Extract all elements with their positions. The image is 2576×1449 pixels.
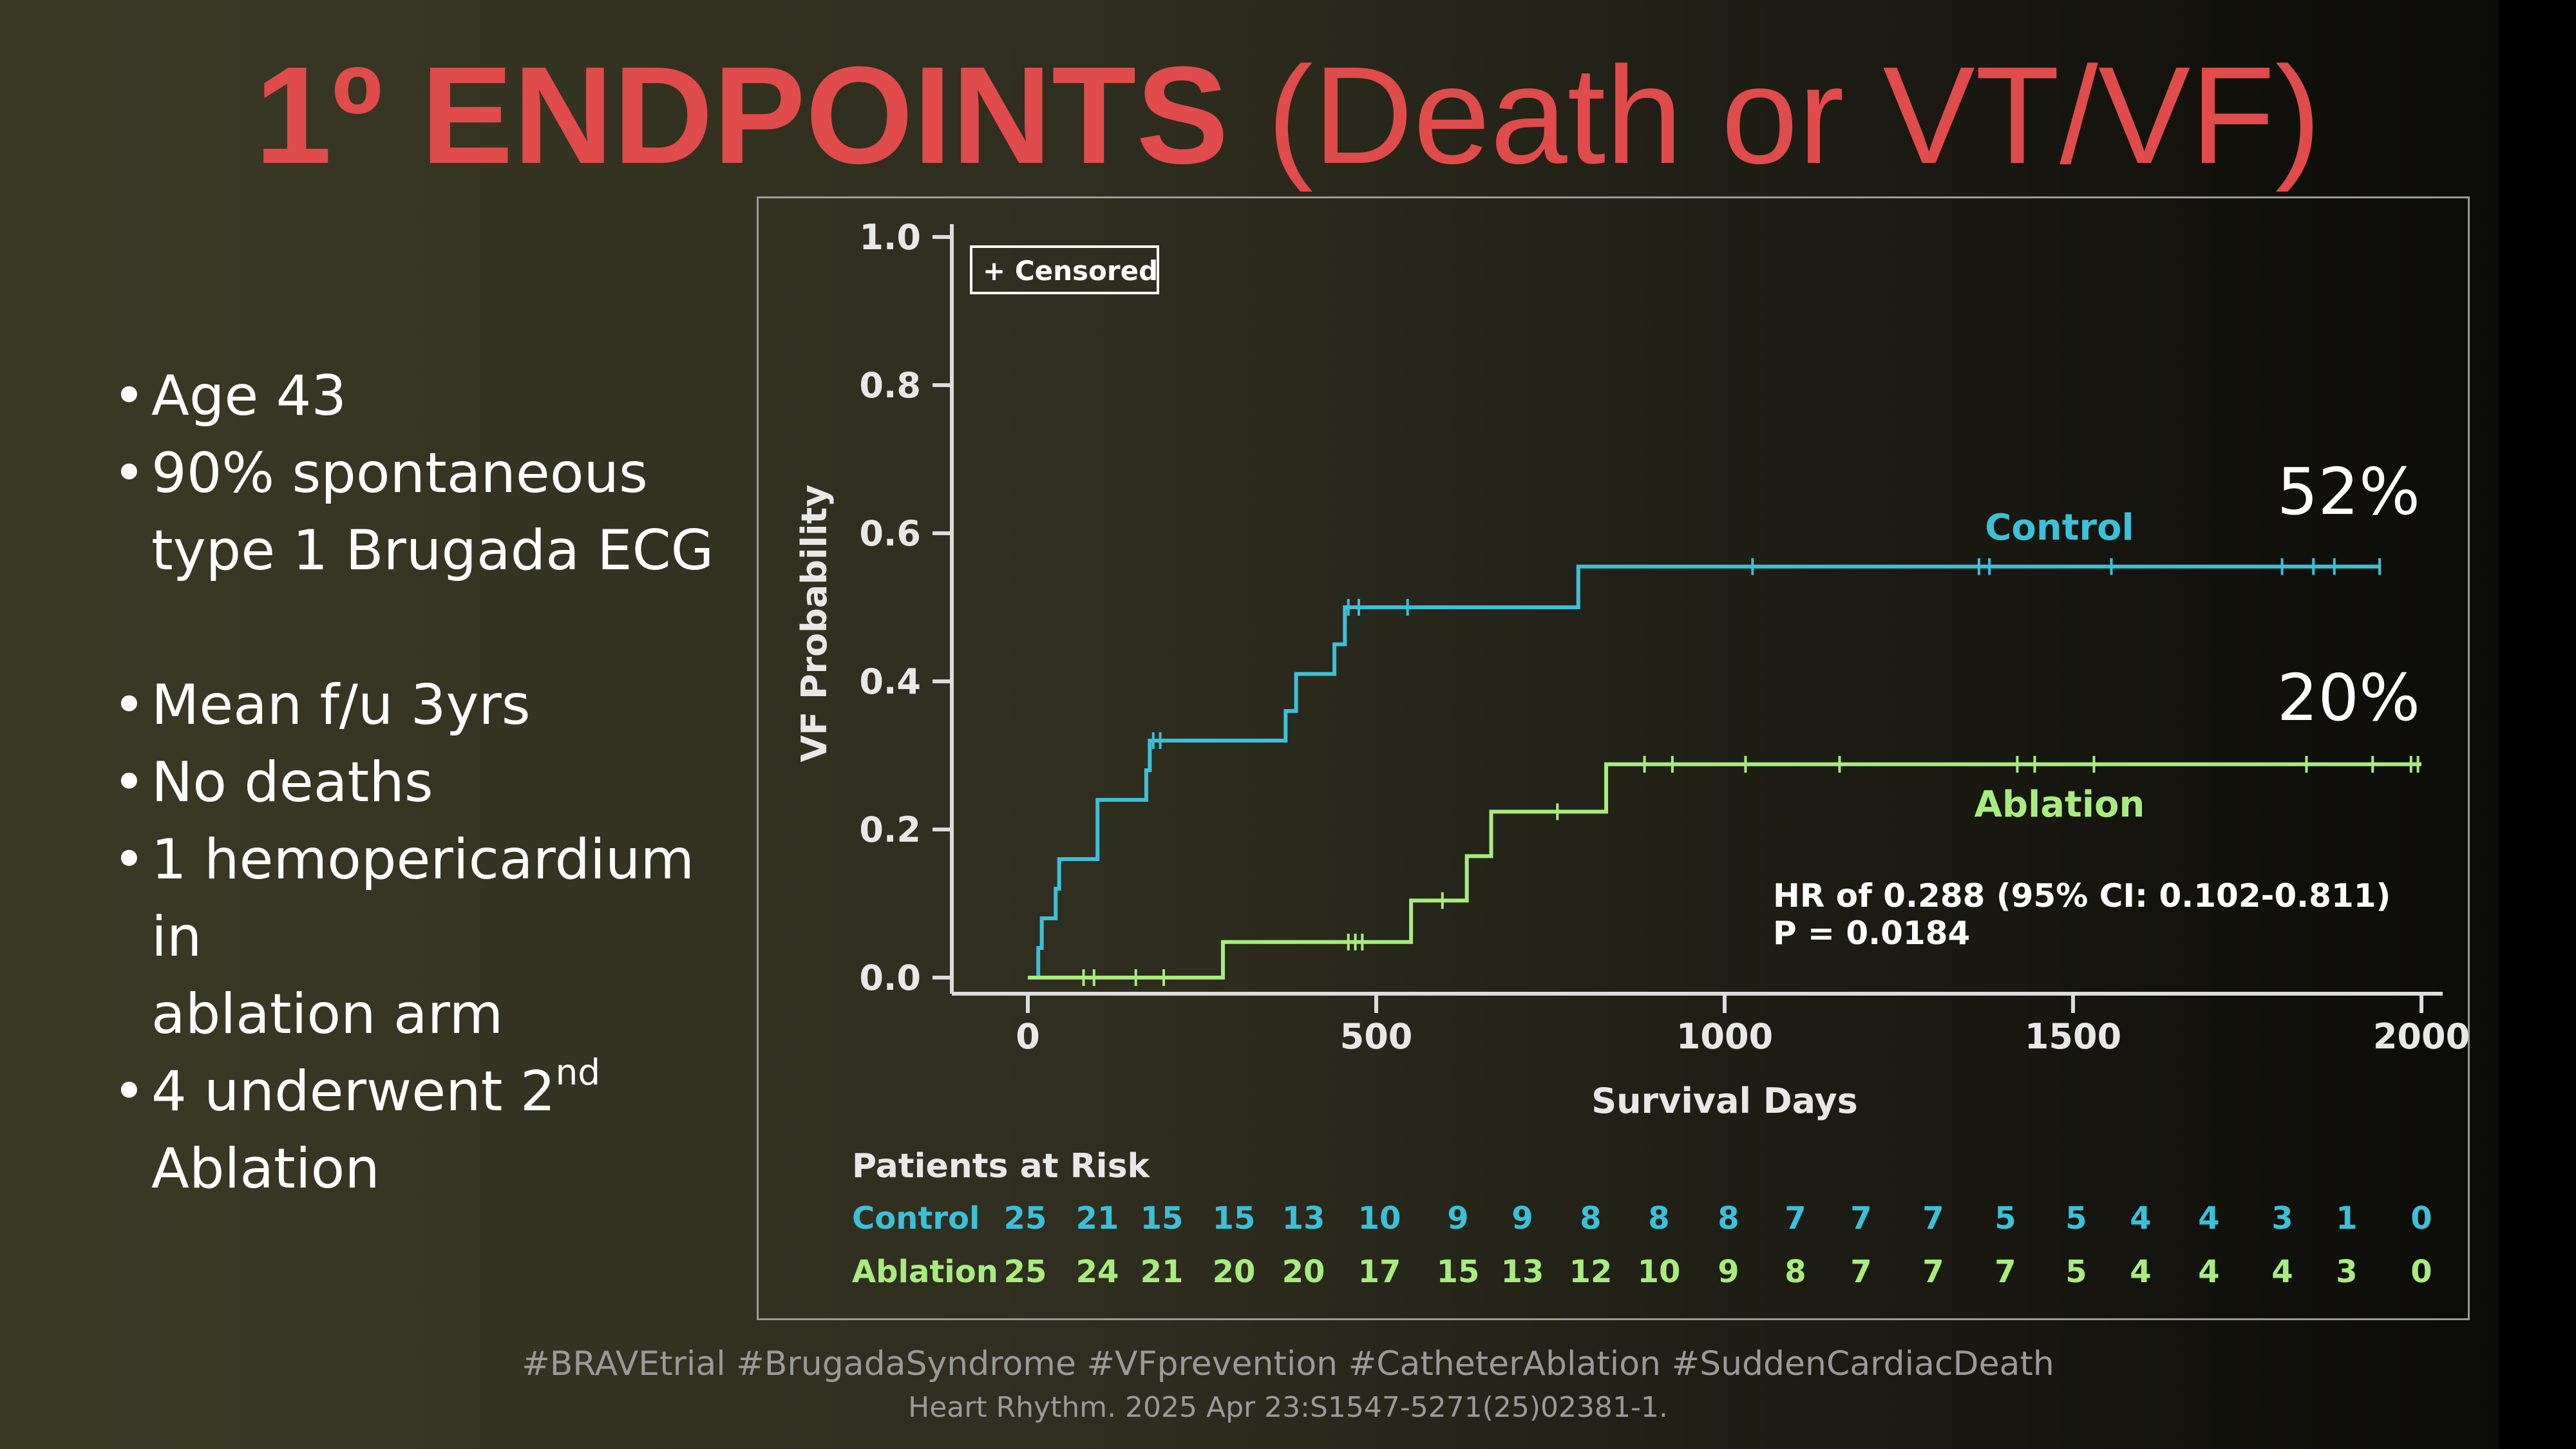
risk-cell-ablation: 12 bbox=[1569, 1254, 1613, 1290]
bullet-age: Age 43 bbox=[113, 357, 757, 435]
risk-cell-control: 7 bbox=[1922, 1200, 1944, 1236]
risk-cell-control: 13 bbox=[1282, 1200, 1325, 1236]
risk-cell-control: 5 bbox=[2065, 1200, 2087, 1236]
title-light: (Death or VT/VF) bbox=[1267, 37, 2322, 193]
risk-cell-control: 8 bbox=[1580, 1200, 1601, 1236]
risk-cell-control: 0 bbox=[2410, 1200, 2432, 1236]
risk-cell-ablation: 4 bbox=[2271, 1254, 2293, 1290]
risk-cell-ablation: 7 bbox=[1850, 1254, 1871, 1290]
risk-cell-control: 10 bbox=[1358, 1200, 1401, 1236]
risk-cell-control: 1 bbox=[2336, 1200, 2357, 1236]
legend-censored-label: + Censored bbox=[983, 255, 1158, 287]
series-label-ablation: Ablation bbox=[1975, 784, 2145, 826]
bullet-list: Age 43 90% spontaneous type 1 Brugada ECG… bbox=[113, 357, 757, 1208]
risk-cell-ablation: 17 bbox=[1358, 1254, 1401, 1290]
km-chart-panel: 0.0 0.2 0.4 0.6 0.8 1.0 0 500 1000 1500 2000 Surviv… bbox=[757, 196, 2470, 1320]
hr-annotation-line: P = 0.0184 bbox=[1773, 914, 1970, 952]
bullet-text: Ablation bbox=[151, 1137, 380, 1201]
title-bold: 1º ENDPOINTS bbox=[254, 37, 1229, 193]
slide-title: 1º ENDPOINTS (Death or VT/VF) bbox=[0, 35, 2576, 195]
bullet-superscript: nd bbox=[555, 1052, 601, 1093]
risk-cell-control: 7 bbox=[1850, 1200, 1871, 1236]
series-label-control: Control bbox=[1985, 507, 2134, 549]
bullet-text: 1 hemopericardium in bbox=[151, 828, 695, 969]
risk-table-title: Patients at Risk bbox=[852, 1147, 1151, 1186]
y-tick-label: 0.6 bbox=[859, 513, 921, 554]
footer-citation: Heart Rhythm. 2025 Apr 23:S1547-5271(25)… bbox=[908, 1391, 1668, 1424]
bullet-followup: Mean f/u 3yrs bbox=[113, 667, 757, 744]
km-chart: 0.00.20.40.60.81.00 500 1000 1500 2000Surviv… bbox=[794, 217, 2470, 1290]
risk-cell-ablation: 5 bbox=[2065, 1254, 2087, 1290]
risk-cell-ablation: 0 bbox=[2410, 1254, 2432, 1290]
x-tick-label: 0 bbox=[1016, 1016, 1040, 1057]
risk-cell-control: 25 bbox=[1004, 1200, 1047, 1236]
bullet-gap bbox=[113, 589, 757, 667]
risk-cell-ablation: 7 bbox=[1922, 1254, 1944, 1290]
series-end-value-control: 52% bbox=[2277, 454, 2420, 529]
risk-cell-control: 15 bbox=[1213, 1200, 1256, 1236]
legend-box bbox=[970, 245, 1159, 294]
bullet-redo-ablation: 4 underwent 2nd Ablation bbox=[113, 1053, 757, 1208]
x-tick-label: 2000 bbox=[2373, 1016, 2470, 1057]
footer-hashtags: #BRAVEtrial #BrugadaSyndrome #VFpreventi… bbox=[522, 1345, 2054, 1383]
bullet-ecg: 90% spontaneous type 1 Brugada ECG bbox=[113, 435, 757, 589]
risk-cell-ablation: 21 bbox=[1141, 1254, 1184, 1290]
bullet-text: Age 43 bbox=[151, 364, 347, 428]
bullet-text: 4 underwent 2 bbox=[151, 1059, 556, 1124]
series-end-value-ablation: 20% bbox=[2277, 660, 2420, 735]
y-tick-label: 1.0 bbox=[859, 217, 921, 258]
bullet-hemopericardium: 1 hemopericardium in ablation arm bbox=[113, 821, 757, 1053]
bullet-deaths: No deaths bbox=[113, 744, 757, 821]
y-tick-label: 0.4 bbox=[859, 661, 921, 702]
hr-annotation-line: HR of 0.288 (95% CI: 0.102-0.811) bbox=[1773, 877, 2391, 914]
bullet-text: 90% spontaneous bbox=[151, 441, 648, 506]
risk-cell-ablation: 8 bbox=[1785, 1254, 1806, 1290]
y-tick-label: 0.2 bbox=[859, 810, 921, 850]
risk-cell-control: 4 bbox=[2130, 1200, 2151, 1236]
risk-cell-ablation: 4 bbox=[2130, 1254, 2151, 1290]
risk-cell-ablation: 4 bbox=[2198, 1254, 2219, 1290]
risk-cell-control: 4 bbox=[2198, 1200, 2219, 1236]
risk-cell-control: 21 bbox=[1076, 1200, 1119, 1236]
risk-cell-ablation: 7 bbox=[1994, 1254, 2016, 1290]
right-edge-band bbox=[2499, 0, 2576, 1449]
risk-cell-ablation: 9 bbox=[1718, 1254, 1739, 1290]
risk-row-label-control: Control bbox=[852, 1200, 980, 1236]
risk-cell-control: 5 bbox=[1994, 1200, 2016, 1236]
risk-cell-ablation: 3 bbox=[2336, 1254, 2357, 1290]
risk-cell-control: 9 bbox=[1447, 1200, 1468, 1236]
risk-cell-ablation: 25 bbox=[1004, 1254, 1047, 1290]
risk-row-label-ablation: Ablation bbox=[852, 1254, 998, 1290]
risk-cell-ablation: 24 bbox=[1076, 1254, 1119, 1290]
x-tick-label: 500 bbox=[1340, 1016, 1413, 1057]
risk-cell-ablation: 10 bbox=[1638, 1254, 1681, 1290]
x-tick-label: 1500 bbox=[2025, 1016, 2121, 1057]
series-line-control bbox=[1028, 564, 2380, 980]
risk-cell-control: 8 bbox=[1648, 1200, 1669, 1236]
bullet-text: No deaths bbox=[151, 750, 433, 815]
risk-cell-control: 9 bbox=[1511, 1200, 1533, 1236]
y-axis-label: VF Probability bbox=[794, 484, 835, 762]
risk-cell-ablation: 20 bbox=[1282, 1254, 1325, 1290]
x-tick-label: 1000 bbox=[1676, 1016, 1773, 1057]
x-axis-label: Survival Days bbox=[1591, 1081, 1858, 1121]
y-tick-label: 0.0 bbox=[859, 958, 921, 998]
risk-cell-ablation: 20 bbox=[1213, 1254, 1256, 1290]
bullet-text: Mean f/u 3yrs bbox=[151, 673, 531, 737]
y-tick-label: 0.8 bbox=[859, 365, 921, 406]
bullet-text: type 1 Brugada ECG bbox=[151, 518, 714, 583]
risk-cell-ablation: 13 bbox=[1501, 1254, 1544, 1290]
series-line-ablation bbox=[1028, 762, 2421, 980]
risk-cell-control: 8 bbox=[1718, 1200, 1739, 1236]
risk-cell-control: 15 bbox=[1141, 1200, 1184, 1236]
risk-cell-ablation: 15 bbox=[1437, 1254, 1480, 1290]
risk-cell-control: 3 bbox=[2271, 1200, 2293, 1236]
bullet-text: ablation arm bbox=[151, 982, 504, 1046]
risk-cell-control: 7 bbox=[1785, 1200, 1806, 1236]
